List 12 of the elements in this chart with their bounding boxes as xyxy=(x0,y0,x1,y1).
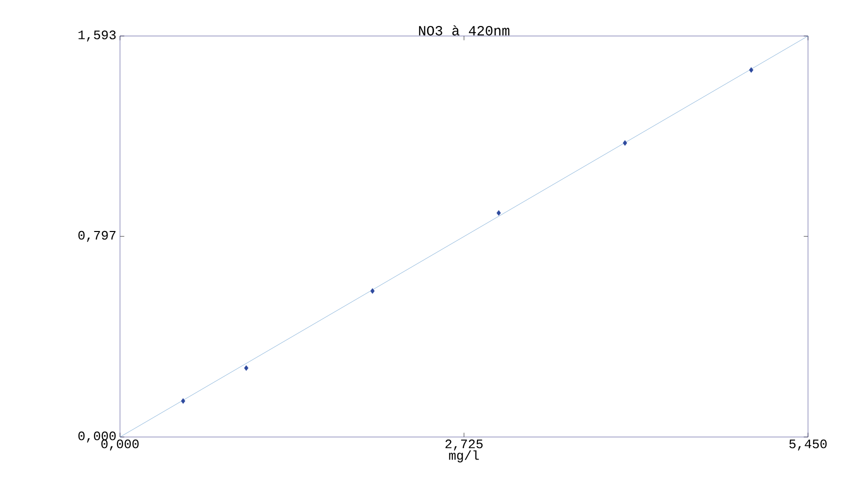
point xyxy=(370,288,375,294)
chart-title: NO3 à 420nm xyxy=(419,25,510,36)
point xyxy=(496,210,501,216)
x-axis-title: mg/l xyxy=(449,450,479,462)
x-tick-label: 2,725 xyxy=(445,440,483,450)
x-tick-label: 5,450 xyxy=(789,440,827,450)
point xyxy=(244,365,248,371)
y-tick-label: 1,593 xyxy=(78,30,116,42)
point xyxy=(622,140,628,146)
point xyxy=(749,67,754,73)
point xyxy=(180,398,186,404)
y-tick-label: 0,797 xyxy=(78,230,116,242)
